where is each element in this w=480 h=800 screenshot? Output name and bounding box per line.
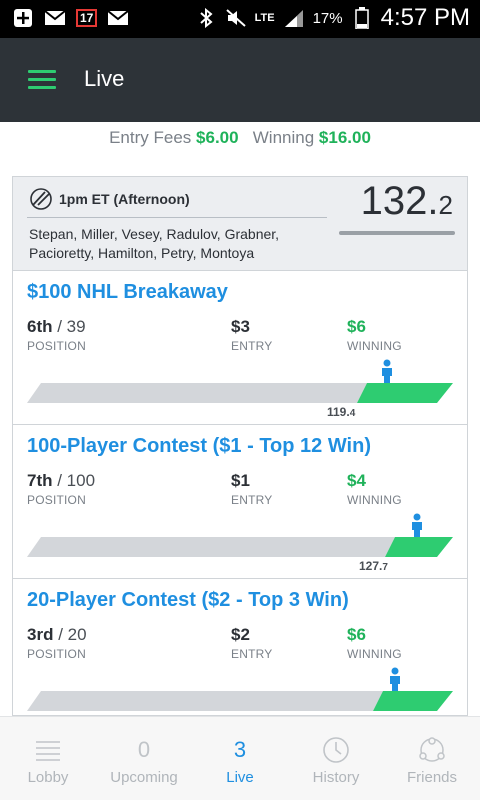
- signal-strength-icon: [283, 8, 305, 28]
- cutoff-score: 119.4: [327, 405, 355, 419]
- position-value: 6th: [27, 317, 53, 336]
- contest-card[interactable]: 100-Player Contest ($1 - Top 12 Win) 7th…: [13, 425, 467, 579]
- position-total: / 100: [57, 471, 96, 490]
- contest-card[interactable]: $100 NHL Breakaway 6th / 39 POSITION $3 …: [13, 271, 467, 425]
- entry-value: $1: [231, 471, 250, 490]
- contest-title[interactable]: 100-Player Contest ($1 - Top 12 Win): [27, 435, 371, 457]
- nav-lobby[interactable]: Lobby: [0, 717, 96, 800]
- mute-icon: [225, 8, 247, 28]
- standings-track: [27, 359, 453, 403]
- position-stat: 7th / 100 POSITION: [27, 471, 95, 507]
- nav-history[interactable]: History: [288, 717, 384, 800]
- lte-signal-icon: LTE: [254, 12, 275, 24]
- position-stat: 6th / 39 POSITION: [27, 317, 86, 353]
- slate-time: 1pm ET (Afternoon): [59, 191, 190, 207]
- lineup-score-dec: 2: [438, 190, 453, 220]
- cutoff-score-dec: 4: [349, 408, 356, 419]
- nav-friends[interactable]: Friends: [384, 717, 480, 800]
- position-label: POSITION: [27, 647, 86, 661]
- lineup-divider: [27, 217, 327, 218]
- bottom-navigation: Lobby 0 Upcoming 3 Live History Friends: [0, 716, 480, 800]
- entry-value: $3: [231, 317, 250, 336]
- nav-label: Live: [226, 769, 254, 786]
- clock-icon: [288, 735, 384, 765]
- lineup-score-int: 132.: [360, 179, 439, 223]
- lineup-score: 132.2: [361, 179, 453, 224]
- friends-icon: [384, 735, 480, 765]
- entry-winning-summary: Entry Fees $6.00 Winning $16.00: [0, 128, 480, 148]
- winning-value: $4: [347, 471, 366, 490]
- winning-label: WINNING: [347, 339, 402, 353]
- position-label: POSITION: [27, 493, 86, 507]
- cutoff-score-int: 119.: [327, 405, 350, 419]
- nav-label: Upcoming: [110, 769, 178, 786]
- cutoff-score: 127.7: [359, 559, 388, 573]
- live-contests-panel: 1pm ET (Afternoon) Stepan, Miller, Vesey…: [12, 176, 468, 716]
- position-value: 7th: [27, 471, 53, 490]
- entry-stat: $3 ENTRY: [231, 317, 272, 353]
- winning-stat: $6 WINNING: [347, 317, 402, 353]
- position-total: / 20: [58, 625, 87, 644]
- battery-icon: [351, 7, 373, 29]
- cutoff-score-dec: 7: [382, 562, 388, 573]
- entry-value: $2: [231, 625, 250, 644]
- user-position-icon: [387, 667, 403, 691]
- clock-time: 4:57 PM: [380, 4, 470, 31]
- standings-track: [27, 513, 453, 557]
- winning-label: WINNING: [347, 493, 402, 507]
- status-bar-notifications: 17: [12, 8, 129, 28]
- winning-stat: $6 WINNING: [347, 625, 402, 661]
- contest-title[interactable]: $100 NHL Breakaway: [27, 281, 228, 303]
- standings-track: [27, 667, 453, 711]
- nav-label: Friends: [406, 769, 458, 786]
- entry-stat: $1 ENTRY: [231, 471, 272, 507]
- bluetooth-icon: [195, 8, 217, 28]
- winning-value: $6: [347, 625, 366, 644]
- live-count: 3: [233, 737, 247, 762]
- contest-card[interactable]: 20-Player Contest ($2 - Top 3 Win) 3rd /…: [13, 579, 467, 715]
- winning-label: WINNING: [347, 647, 402, 661]
- entry-fees-label: Entry Fees: [109, 128, 192, 147]
- hamburger-menu-icon[interactable]: [28, 70, 56, 90]
- email-icon: [44, 8, 66, 28]
- cutoff-score-int: 127.: [359, 559, 383, 573]
- nav-upcoming[interactable]: 0 Upcoming: [96, 717, 192, 800]
- user-position-icon: [379, 359, 395, 383]
- hockey-stick-icon: [29, 187, 53, 211]
- winning-value: $16.00: [318, 128, 371, 147]
- winning-label: Winning: [252, 128, 315, 147]
- winning-stat: $4 WINNING: [347, 471, 402, 507]
- email-icon: [107, 8, 129, 28]
- contest-title[interactable]: 20-Player Contest ($2 - Top 3 Win): [27, 589, 349, 611]
- entry-fees-value: $6.00: [196, 128, 239, 147]
- position-label: POSITION: [27, 339, 86, 353]
- position-value: 3rd: [27, 625, 54, 644]
- status-bar-system: LTE 17% 4:57 PM: [195, 4, 470, 32]
- lineup-card[interactable]: 1pm ET (Afternoon) Stepan, Miller, Vesey…: [13, 177, 467, 271]
- calendar-badge-icon: 17: [76, 9, 98, 27]
- upcoming-count: 0: [137, 737, 151, 762]
- entry-label: ENTRY: [231, 339, 273, 353]
- plus-box-icon: [12, 8, 34, 28]
- app-bar: Live: [0, 38, 480, 122]
- battery-percent: 17%: [312, 9, 343, 27]
- position-stat: 3rd / 20 POSITION: [27, 625, 87, 661]
- nav-label: Lobby: [27, 769, 69, 786]
- lineup-progress-bar: [339, 231, 455, 235]
- entry-stat: $2 ENTRY: [231, 625, 272, 661]
- winning-value: $6: [347, 317, 366, 336]
- list-icon: [0, 735, 96, 765]
- entry-label: ENTRY: [231, 493, 273, 507]
- lineup-players: Stepan, Miller, Vesey, Radulov, Grabner,…: [29, 226, 280, 261]
- entry-label: ENTRY: [231, 647, 273, 661]
- user-position-icon: [409, 513, 425, 537]
- nav-live[interactable]: 3 Live: [192, 717, 288, 800]
- status-bar: 17 LTE 17% 4:57 PM: [0, 0, 480, 38]
- page-title: Live: [84, 66, 125, 91]
- position-total: / 39: [57, 317, 86, 336]
- nav-label: History: [312, 769, 360, 786]
